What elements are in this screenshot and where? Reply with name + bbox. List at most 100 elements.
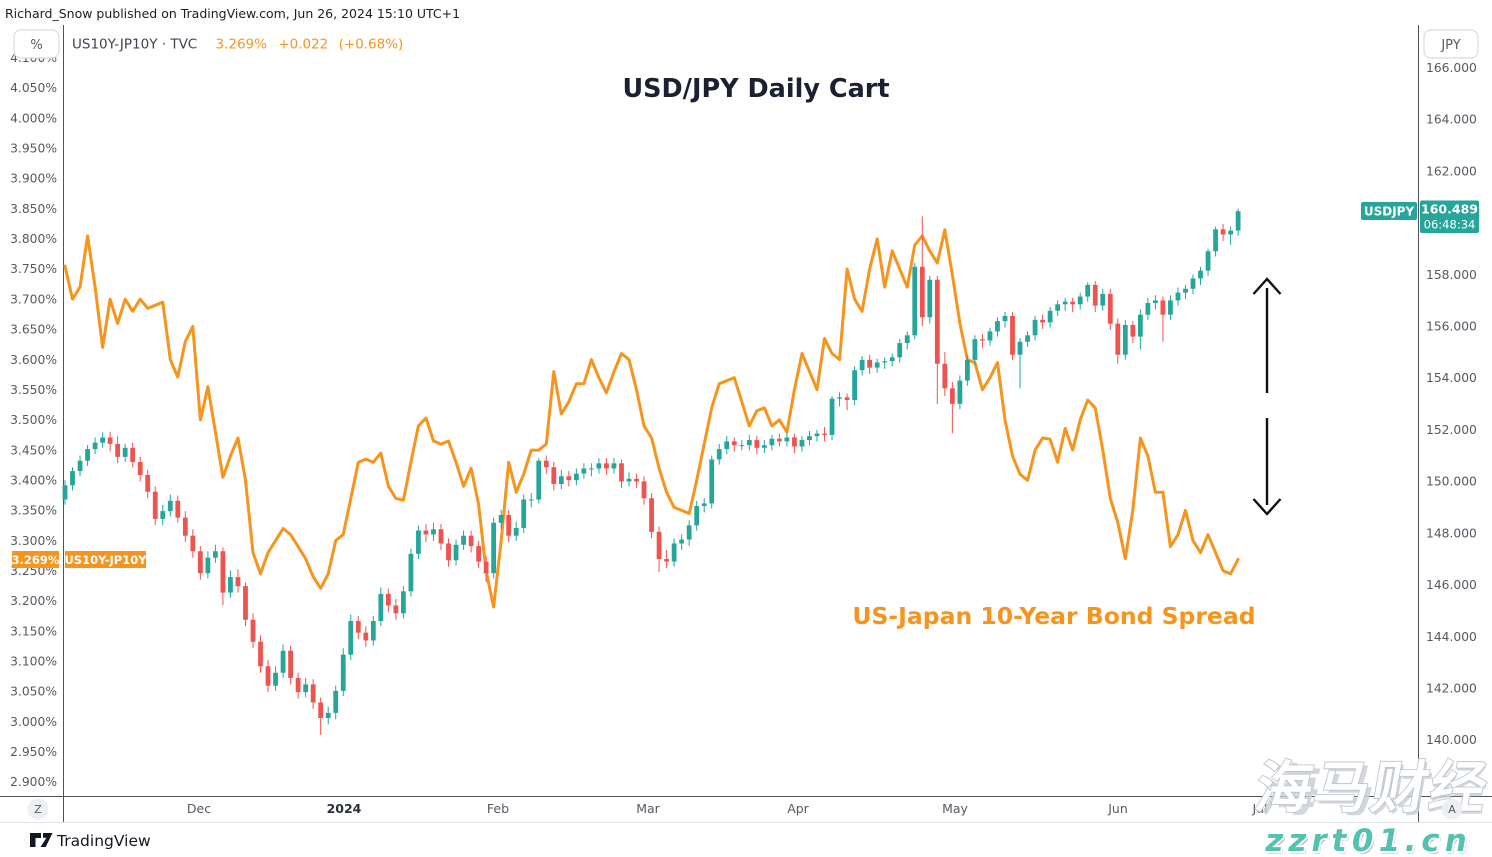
timezone-button[interactable]: Z [27, 798, 49, 820]
candle-body [882, 361, 888, 363]
left-axis-tick-label: 3.150% [10, 624, 57, 638]
right-axis-scale[interactable]: 166.000 164.000 162.000 158.000 156.000 154.0… [1426, 61, 1477, 747]
candle-body [483, 561, 489, 574]
candle-body [904, 335, 910, 344]
candle-body [671, 543, 677, 562]
tradingview-logo[interactable]: TradingView [30, 832, 151, 850]
time-axis-tick-label: May [942, 801, 968, 816]
candle-body [318, 702, 324, 719]
candle-body [634, 478, 639, 482]
right-axis-tick-label: 166.000 [1426, 61, 1477, 75]
range-arrows-drawing[interactable] [1252, 277, 1282, 516]
spread-price-badge: 3.269% US10Y-JP10Y [12, 551, 147, 568]
candle-body [235, 577, 241, 587]
candle-body [167, 500, 173, 512]
time-axis-scale[interactable]: Dec 2024 Feb Mar Apr May Jun Jul [187, 801, 1268, 816]
candle-body [62, 485, 68, 500]
candle-body [1032, 319, 1038, 336]
candle-body [1235, 211, 1241, 231]
candle-body [197, 551, 203, 574]
candle-body [107, 437, 113, 444]
percent-unit-label: % [30, 38, 42, 53]
candle-body [746, 440, 752, 446]
candle-body [85, 449, 90, 461]
right-axis-unit-button[interactable]: JPY [1423, 29, 1479, 59]
candle-body [649, 498, 654, 532]
bond-spread-annotation: US-Japan 10-Year Bond Spread [852, 602, 1255, 630]
symbol-legend[interactable]: US10Y-JP10Y · TVC 3.269% +0.022 (+0.68%) [72, 37, 403, 53]
candle-body [1085, 284, 1091, 297]
candle-body [912, 266, 918, 336]
candle-body [521, 499, 527, 528]
time-axis-tick-label: Feb [487, 801, 509, 816]
left-axis-scale[interactable]: 4.100%4.050%4.000%3.950%3.900%3.850%3.80… [10, 51, 57, 789]
candle-body [731, 441, 737, 446]
legend-symbol: US10Y-JP10Y · TVC [72, 37, 197, 53]
candle-body [1190, 278, 1196, 289]
candle-body [182, 517, 188, 536]
usdjpy-candlestick-series[interactable] [62, 208, 1241, 735]
usdjpy-countdown: 06:48:34 [1424, 218, 1476, 232]
tradingview-mark-icon [30, 833, 53, 847]
candle-body [1107, 293, 1113, 324]
candle-body [716, 449, 722, 460]
candle-body [573, 473, 579, 481]
legend-change: +0.022 [278, 37, 328, 53]
candle-body [213, 551, 218, 558]
candle-body [897, 343, 903, 358]
candle-body [385, 593, 391, 606]
right-axis-tick-label: 152.000 [1426, 423, 1477, 437]
candle-body [1062, 301, 1068, 305]
candle-body [686, 525, 692, 540]
candle-body [145, 474, 151, 492]
candle-body [942, 363, 948, 389]
candle-body [528, 499, 534, 501]
right-axis-tick-label: 158.000 [1426, 268, 1477, 282]
candle-body [250, 619, 256, 642]
left-axis-tick-label: 3.850% [10, 202, 57, 216]
candle-body [739, 445, 745, 447]
candle-body [679, 539, 685, 544]
candle-body [431, 529, 436, 535]
legend-last-value: 3.269% [216, 37, 268, 53]
candle-body [536, 460, 542, 500]
candle-body [1228, 230, 1233, 235]
left-axis-tick-label: 3.700% [10, 292, 57, 306]
candle-body [551, 467, 557, 485]
candle-body [972, 339, 978, 360]
right-axis-tick-label: 142.000 [1426, 681, 1477, 695]
right-axis-tick-label: 150.000 [1426, 475, 1477, 489]
candle-body [370, 621, 376, 641]
candle-body [1145, 302, 1151, 315]
candle-body [1047, 310, 1053, 323]
candle-body [543, 460, 549, 468]
candle-body [965, 359, 970, 381]
candle-body [310, 684, 316, 703]
candle-body [1160, 300, 1166, 315]
candle-body [874, 362, 880, 368]
candle-body [1010, 315, 1015, 355]
candle-body [1183, 288, 1188, 293]
candle-body [220, 551, 226, 593]
auto-scale-button[interactable]: A [1441, 798, 1463, 820]
candle-body [949, 388, 955, 404]
candle-body [701, 503, 707, 506]
left-axis-tick-label: 3.450% [10, 443, 57, 457]
candle-body [987, 331, 993, 341]
candle-body [581, 468, 587, 474]
candle-body [393, 605, 399, 614]
candle-body [641, 481, 647, 499]
candle-body [761, 445, 767, 448]
candle-body [814, 433, 820, 437]
candle-body [589, 468, 594, 470]
left-axis-tick-label: 3.200% [10, 594, 57, 608]
spread-series-tag: US10Y-JP10Y [64, 553, 147, 567]
candle-body [934, 279, 940, 364]
bond-spread-line-series[interactable] [63, 228, 1240, 609]
arrow-down-head-icon [1252, 498, 1282, 516]
candle-body [919, 266, 925, 318]
candle-body [1175, 292, 1181, 301]
left-axis-unit-button[interactable]: % [13, 29, 60, 59]
